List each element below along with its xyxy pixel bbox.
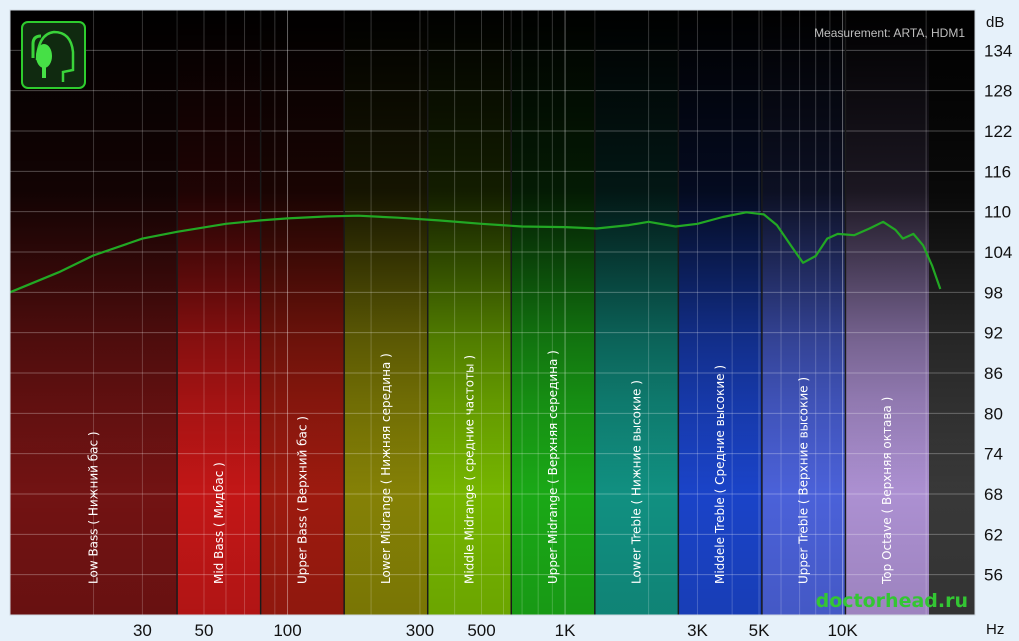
y-tick-label: 62 <box>984 525 1003 544</box>
plot-frame <box>9 9 976 616</box>
x-tick-label: 500 <box>467 621 495 640</box>
x-tick-label: 50 <box>195 621 214 640</box>
y-tick-label: 74 <box>984 445 1003 464</box>
y-axis-ticks: 134 128 122 116 110 104 98 92 86 80 74 68 62 56 <box>984 41 1012 584</box>
watermark: doctorhead.ru <box>816 590 968 612</box>
band-label: Upper Treble ( Верхние высокие ) <box>797 377 811 584</box>
y-tick-label: 128 <box>984 82 1012 101</box>
logo-icon <box>21 21 86 89</box>
y-tick-label: 134 <box>984 41 1012 60</box>
bottom-shade <box>10 400 975 615</box>
x-tick-label: 1K <box>555 621 576 640</box>
x-tick-label: 300 <box>406 621 434 640</box>
band-label: Middele Treble ( Средние высокие ) <box>713 365 727 584</box>
y-tick-label: 68 <box>984 485 1003 504</box>
band-labels: Low Bass ( Нижний бас ) Mid Bass ( Мидбас… <box>87 350 895 585</box>
band-label: Middle Midrange ( средние частоты ) <box>462 355 476 584</box>
y-unit-label: dB <box>986 14 1004 31</box>
response-curve <box>9 211 942 294</box>
series-line-1 <box>9 211 942 294</box>
band-label: Upper Midrange ( Верхняя середина ) <box>546 350 560 584</box>
band-label: Upper Bass ( Верхний бас ) <box>295 416 309 584</box>
x-tick-label: 10K <box>827 621 858 640</box>
y-tick-label: 98 <box>984 283 1003 302</box>
y-tick-label: 122 <box>984 122 1012 141</box>
x-tick-label: 30 <box>133 621 152 640</box>
y-tick-label: 110 <box>984 203 1011 222</box>
x-tick-label: 5K <box>749 621 770 640</box>
x-tick-label: 100 <box>273 621 301 640</box>
band-label: Mid Bass ( Мидбас ) <box>212 462 226 584</box>
y-tick-label: 104 <box>984 243 1012 262</box>
y-tick-label: 86 <box>984 364 1003 383</box>
x-tick-label: 3K <box>687 621 708 640</box>
band-label: Top Octave ( Верхняя октава ) <box>880 397 894 585</box>
band-label: Lower Midrange ( Нижняя середина ) <box>379 353 393 584</box>
x-axis-ticks: 30 50 100 300 500 1K 3K 5K 10K <box>133 621 858 640</box>
band-label: Low Bass ( Нижний бас ) <box>87 431 101 584</box>
measurement-label: Measurement: ARTA, HDM1 <box>814 26 965 40</box>
y-tick-label: 92 <box>984 324 1003 343</box>
y-tick-label: 116 <box>984 162 1011 181</box>
y-tick-label: 80 <box>984 404 1003 423</box>
band-dividers <box>176 10 847 615</box>
x-unit-label: Hz <box>986 621 1004 638</box>
band-label: Lower Treble ( Нижние высокие ) <box>630 380 644 584</box>
y-tick-label: 56 <box>984 566 1003 585</box>
